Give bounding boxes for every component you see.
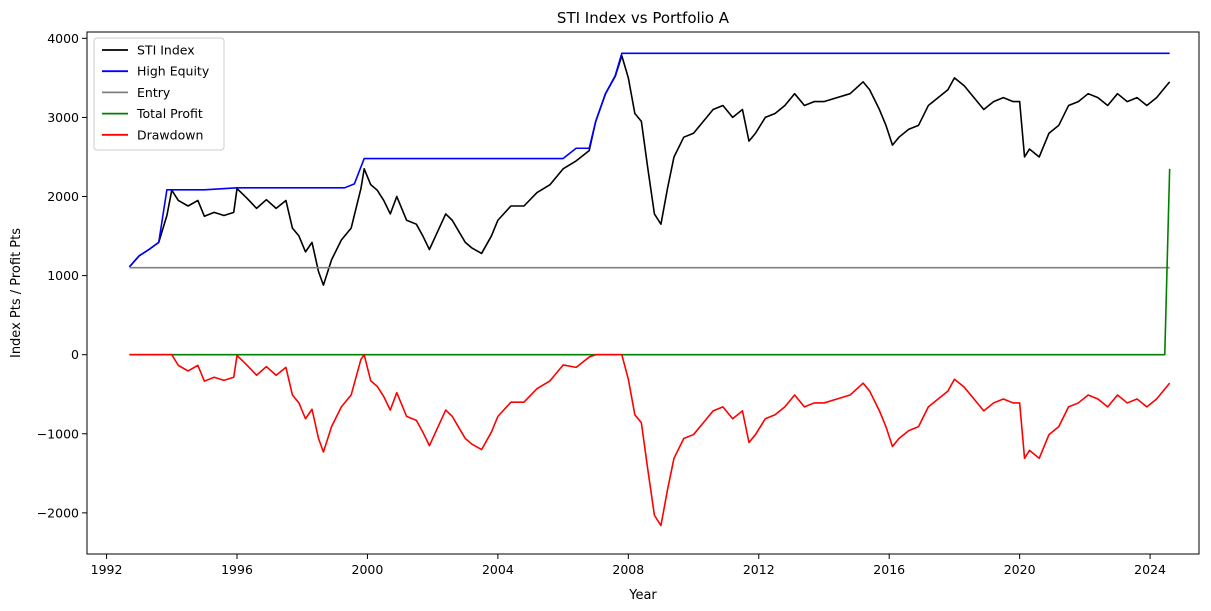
y-tick-label: 1000 bbox=[47, 268, 79, 283]
y-tick-label: −2000 bbox=[37, 505, 79, 520]
series-line-high-equity bbox=[128, 52, 1170, 268]
x-tick-label: 1992 bbox=[91, 562, 123, 577]
y-axis-title: Index Pts / Profit Pts bbox=[9, 228, 24, 358]
y-tick-label: 2000 bbox=[47, 189, 79, 204]
x-tick-label: 2008 bbox=[612, 562, 644, 577]
legend-label-total-profit: Total Profit bbox=[136, 106, 203, 121]
series-line-drawdown bbox=[129, 353, 1171, 527]
x-tick-label: 2016 bbox=[873, 562, 905, 577]
y-axis: −2000 −1000 0 1000 2000 3000 4000 bbox=[37, 31, 87, 520]
chart-title: STI Index vs Portfolio A bbox=[557, 9, 730, 27]
x-axis-title: Year bbox=[628, 588, 657, 603]
x-axis: 1992 1996 2000 2004 2008 2012 2016 2020 2024 bbox=[91, 554, 1166, 577]
legend-label-high-equity: High Equity bbox=[137, 64, 210, 79]
legend-label-entry: Entry bbox=[137, 85, 171, 100]
x-tick-label: 2020 bbox=[1004, 562, 1036, 577]
y-tick-label: 4000 bbox=[47, 31, 79, 46]
x-tick-label: 2012 bbox=[743, 562, 775, 577]
x-tick-label: 2000 bbox=[352, 562, 384, 577]
plot-frame bbox=[86, 31, 1200, 555]
x-tick-label: 2024 bbox=[1134, 562, 1166, 577]
x-tick-label: 2004 bbox=[482, 562, 514, 577]
plot-background bbox=[87, 32, 1199, 554]
x-tick-label: 1996 bbox=[221, 562, 253, 577]
legend: STI Index High Equity Entry Total Profit Dra… bbox=[93, 37, 225, 151]
y-tick-label: 3000 bbox=[47, 110, 79, 125]
y-tick-label: −1000 bbox=[37, 426, 79, 441]
legend-label-drawdown: Drawdown bbox=[137, 127, 203, 142]
y-tick-label: 0 bbox=[71, 347, 79, 362]
series-line-total-profit bbox=[129, 168, 1171, 356]
series-line-sti-index bbox=[128, 54, 1171, 286]
legend-box bbox=[93, 37, 225, 151]
plot-area bbox=[86, 31, 1200, 555]
series-layer bbox=[128, 52, 1171, 527]
legend-label-sti-index: STI Index bbox=[137, 43, 195, 58]
